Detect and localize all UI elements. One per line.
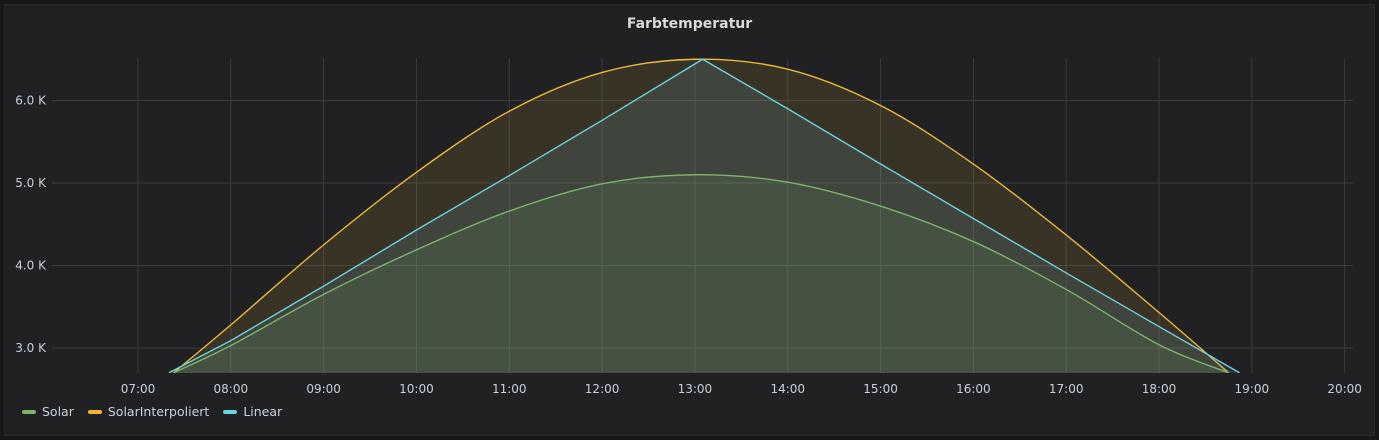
x-tick-label: 11:00 (492, 382, 527, 396)
x-tick-label: 20:00 (1327, 382, 1362, 396)
series-line-solar (173, 174, 1229, 373)
x-tick-label: 15:00 (863, 382, 898, 396)
x-tick-label: 12:00 (585, 382, 620, 396)
y-tick-label: 6.0 K (15, 94, 47, 108)
y-tick-label: 5.0 K (15, 176, 47, 190)
legend-item-linear[interactable]: Linear (223, 404, 282, 419)
legend-item-solarinterpoliert[interactable]: SolarInterpoliert (87, 404, 210, 419)
x-tick-label: 17:00 (1049, 382, 1084, 396)
series-area-solarinterpoliert (173, 59, 1229, 373)
x-tick-label: 14:00 (770, 382, 805, 396)
series-area-solar (173, 174, 1229, 373)
x-tick-label: 07:00 (121, 382, 156, 396)
series-line-linear (168, 58, 1240, 373)
legend-swatch-solarinterpoliert (87, 409, 102, 414)
series-line-solarinterpoliert (173, 58, 1230, 373)
series-area-linear (168, 59, 1240, 373)
legend-label-solar: Solar (42, 404, 74, 419)
x-tick-label: 13:00 (678, 382, 713, 396)
x-tick-label: 08:00 (214, 382, 249, 396)
x-tick-label: 16:00 (956, 382, 991, 396)
legend-label-linear: Linear (243, 404, 283, 419)
legend-item-solar[interactable]: Solar (22, 404, 74, 419)
y-tick-label: 4.0 K (15, 259, 47, 273)
x-tick-label: 18:00 (1142, 382, 1177, 396)
graph-panel: Farbtemperatur (4, 4, 1375, 436)
legend-label-solarinterpoliert: SolarInterpoliert (107, 404, 210, 419)
y-tick-label: 3.0 K (15, 341, 47, 355)
x-tick-label: 09:00 (306, 382, 341, 396)
legend-swatch-solar (22, 409, 36, 414)
x-tick-label: 10:00 (399, 382, 434, 396)
legend: Solar SolarInterpoliert Linear (22, 404, 282, 419)
x-tick-label: 19:00 (1235, 382, 1270, 396)
panel-title[interactable]: Farbtemperatur (626, 16, 753, 32)
legend-swatch-linear (223, 409, 238, 414)
